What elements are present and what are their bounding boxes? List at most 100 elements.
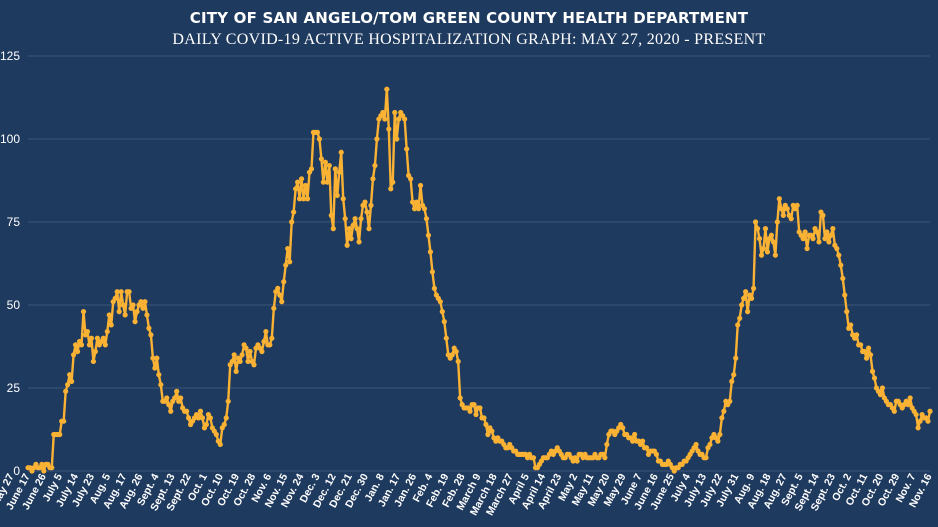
data-point	[443, 335, 449, 341]
data-point	[356, 239, 362, 245]
data-point	[917, 418, 923, 424]
data-point	[368, 202, 374, 208]
data-point	[150, 355, 156, 361]
data-point	[810, 236, 816, 242]
data-point	[277, 292, 283, 298]
data-point	[840, 275, 846, 282]
data-point	[574, 458, 580, 464]
data-point	[863, 355, 870, 361]
data-point	[802, 229, 808, 235]
data-point	[213, 431, 219, 438]
data-point	[126, 289, 132, 295]
data-point	[74, 348, 81, 355]
data-point	[388, 186, 394, 192]
data-point	[745, 309, 751, 315]
data-point	[915, 425, 921, 431]
data-point	[225, 398, 231, 404]
data-point	[148, 332, 154, 338]
data-point	[411, 206, 418, 212]
data-point	[768, 232, 775, 238]
data-point	[100, 335, 106, 341]
data-point	[302, 182, 309, 189]
data-point	[630, 438, 636, 444]
data-point	[404, 146, 410, 152]
hospitalization-series	[25, 86, 933, 474]
data-point	[907, 395, 913, 401]
data-point	[328, 212, 334, 218]
data-point	[140, 305, 146, 311]
data-point	[342, 216, 348, 222]
data-point	[229, 358, 235, 365]
data-point	[457, 395, 463, 401]
y-tick-label: 0	[13, 464, 20, 478]
data-point	[384, 86, 390, 92]
y-tick-label: 50	[7, 298, 21, 312]
data-point	[382, 116, 388, 122]
data-point	[774, 219, 780, 225]
data-point	[118, 289, 124, 295]
data-point	[207, 415, 213, 421]
data-point	[199, 415, 206, 421]
data-point	[49, 465, 55, 471]
data-point	[41, 468, 47, 474]
data-point	[854, 332, 860, 338]
data-point	[891, 408, 897, 414]
data-point	[871, 375, 878, 381]
data-point	[39, 461, 45, 467]
data-point	[158, 382, 164, 388]
data-point	[332, 166, 338, 172]
data-point	[423, 216, 430, 222]
data-point	[750, 285, 757, 291]
data-point	[185, 415, 192, 421]
data-point	[336, 169, 342, 175]
data-point	[344, 242, 350, 248]
data-point	[197, 408, 204, 414]
data-point	[727, 398, 733, 404]
data-point	[869, 368, 876, 374]
data-point	[858, 342, 864, 348]
data-point	[776, 196, 782, 202]
data-point	[374, 136, 380, 142]
data-point	[431, 285, 437, 291]
data-point	[844, 309, 850, 315]
data-point	[473, 411, 479, 418]
data-point	[604, 441, 610, 448]
data-point	[467, 408, 473, 414]
data-point	[168, 408, 174, 414]
data-point	[620, 425, 626, 431]
data-point	[717, 431, 723, 438]
data-point	[338, 149, 344, 155]
data-point	[237, 358, 243, 365]
data-point	[340, 196, 346, 202]
data-point	[639, 438, 646, 444]
data-point	[927, 408, 933, 414]
data-point	[106, 312, 112, 318]
data-point	[453, 348, 459, 355]
data-point	[602, 455, 608, 461]
data-point	[830, 226, 836, 232]
data-point	[314, 129, 321, 135]
data-point	[408, 176, 414, 182]
data-point	[102, 342, 108, 348]
data-point	[735, 322, 741, 328]
data-point	[61, 418, 67, 424]
data-point	[287, 259, 293, 265]
data-point	[836, 252, 842, 258]
data-point	[112, 295, 118, 301]
data-point	[322, 159, 328, 165]
series-line	[28, 87, 932, 473]
data-point	[63, 388, 69, 394]
data-point	[324, 179, 330, 185]
data-point	[80, 309, 87, 315]
data-point	[752, 219, 759, 225]
data-point	[794, 202, 800, 208]
data-point	[421, 206, 428, 212]
data-point	[483, 421, 489, 428]
data-point	[715, 438, 721, 444]
data-point	[183, 408, 190, 414]
data-point	[530, 455, 537, 461]
data-point	[144, 312, 150, 318]
data-point	[867, 352, 874, 358]
data-point	[223, 415, 229, 421]
data-point	[94, 335, 100, 341]
